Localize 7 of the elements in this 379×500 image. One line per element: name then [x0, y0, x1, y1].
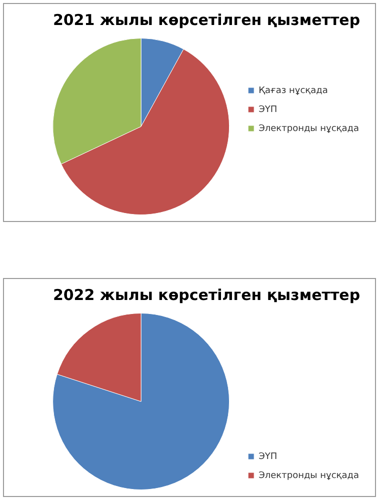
legend-label: Электронды нұсқада — [258, 470, 360, 481]
legend-label: ЭҮП — [258, 104, 278, 115]
legend-label: Электронды нұсқада — [258, 124, 360, 134]
chart-title: 2022 жылы көрсетілген қызметтер — [52, 286, 360, 304]
legend-label: Қағаз нұсқада — [258, 86, 328, 96]
legend-label: ЭҮП — [258, 452, 278, 462]
chart-title: 2021 жылы көрсетілген қызметтер — [52, 10, 360, 29]
